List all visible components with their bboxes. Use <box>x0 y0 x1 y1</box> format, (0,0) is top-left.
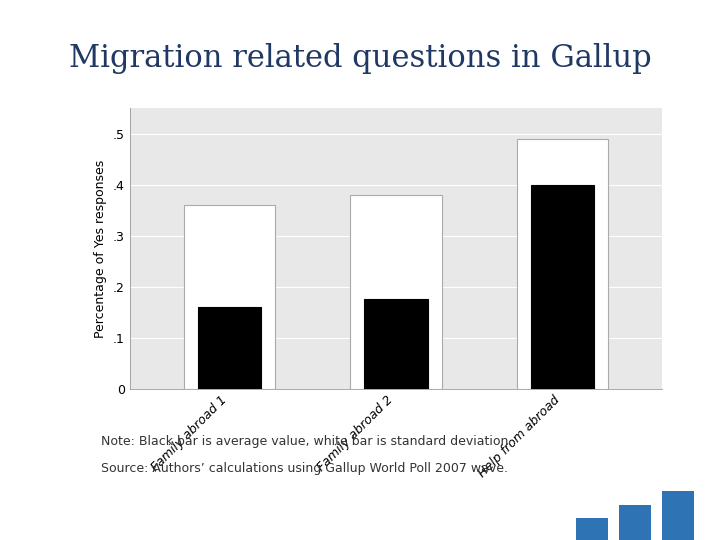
Bar <box>531 185 594 389</box>
Bar <box>662 491 694 540</box>
Bar <box>364 300 428 389</box>
Bar <box>619 505 651 540</box>
Text: Source: Authors’ calculations using Gallup World Poll 2007 wave.: Source: Authors’ calculations using Gall… <box>101 462 508 475</box>
Bar <box>350 195 442 389</box>
Bar <box>576 518 608 540</box>
Text: Migration related questions in Gallup: Migration related questions in Gallup <box>68 43 652 74</box>
Text: Note: Black bar is average value, white bar is standard deviation.: Note: Black bar is average value, white … <box>101 435 512 448</box>
Bar <box>517 139 608 389</box>
Y-axis label: Percentage of Yes responses: Percentage of Yes responses <box>94 159 107 338</box>
Bar <box>184 205 275 389</box>
Bar <box>198 307 261 389</box>
